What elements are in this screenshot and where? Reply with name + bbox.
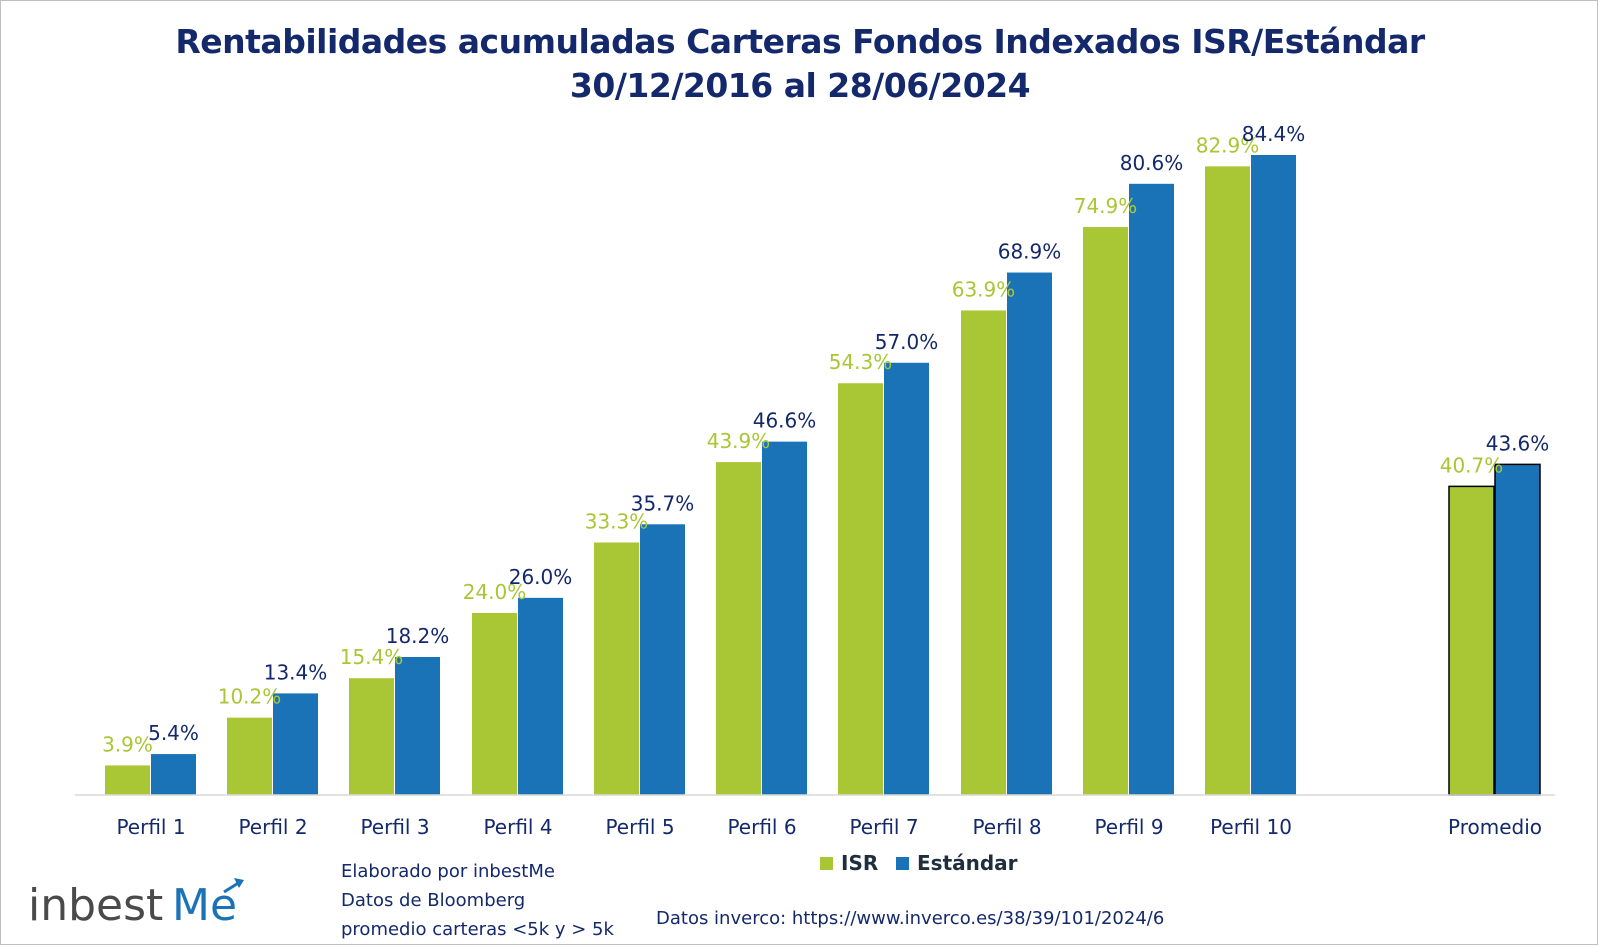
value-label-estandar-3: 18.2% <box>386 624 450 648</box>
bar-isr-6 <box>716 462 761 795</box>
bar-isr-11 <box>1448 485 1495 796</box>
x-tick-label-8: Perfil 8 <box>972 815 1041 839</box>
credits-note: Elaborado por inbestMe Datos de Bloomber… <box>341 857 614 944</box>
x-tick-label-2: Perfil 2 <box>238 815 307 839</box>
value-label-estandar-4: 26.0% <box>509 565 573 589</box>
value-label-isr-9: 74.9% <box>1074 194 1138 218</box>
value-label-isr-2: 10.2% <box>218 685 282 709</box>
bar-isr-9 <box>1083 227 1128 796</box>
bar-isr-1 <box>105 765 150 795</box>
x-tick-label-5: Perfil 5 <box>605 815 674 839</box>
value-labels-group: 3.9%5.4% 10.2%13.4% 15.4%18.2% 24.0%26.0% 33… <box>102 122 1549 756</box>
legend-item-estandar: Estándar <box>896 851 1018 875</box>
value-label-estandar-6: 46.6% <box>753 409 817 433</box>
value-label-isr-10: 82.9% <box>1196 133 1260 157</box>
x-tick-label-1: Perfil 1 <box>116 815 185 839</box>
x-tick-label-3: Perfil 3 <box>360 815 429 839</box>
legend-label-isr: ISR <box>841 851 879 875</box>
bar-isr-4 <box>472 613 517 795</box>
value-label-isr-6: 43.9% <box>707 429 771 453</box>
value-label-isr-11: 40.7% <box>1440 453 1504 477</box>
value-label-isr-1: 3.9% <box>102 732 153 756</box>
x-tick-labels-group: Perfil 1 Perfil 2 Perfil 3 Perfil 4 Perfil 5… <box>116 815 1542 839</box>
legend-swatch-isr <box>820 856 833 870</box>
bar-isr-8 <box>961 310 1006 795</box>
bar-estandar-11 <box>1494 463 1541 796</box>
bar-estandar-4 <box>518 597 563 795</box>
bar-estandar-8 <box>1007 272 1052 796</box>
bar-estandar-2 <box>273 693 318 795</box>
value-label-isr-7: 54.3% <box>829 350 893 374</box>
x-tick-label-4: Perfil 4 <box>483 815 552 839</box>
logo-arrow-head-icon <box>234 878 244 888</box>
x-tick-label-7: Perfil 7 <box>849 815 918 839</box>
source-note: Datos inverco: https://www.inverco.es/38… <box>656 908 1165 929</box>
value-label-estandar-8: 68.9% <box>998 240 1062 264</box>
chart-title: Rentabilidades acumuladas Carteras Fondo… <box>175 22 1425 61</box>
chart-subtitle: 30/12/2016 al 28/06/2024 <box>569 66 1031 105</box>
value-label-estandar-11: 43.6% <box>1486 431 1550 455</box>
value-label-isr-4: 24.0% <box>463 580 527 604</box>
x-tick-label-11: Promedio <box>1448 815 1542 839</box>
bar-isr-10 <box>1205 166 1250 796</box>
bar-estandar-7 <box>884 362 929 795</box>
bar-isr-2 <box>227 717 272 795</box>
x-tick-label-6: Perfil 6 <box>727 815 796 839</box>
legend-item-isr: ISR <box>820 851 878 875</box>
value-label-estandar-7: 57.0% <box>875 330 939 354</box>
value-label-estandar-5: 35.7% <box>631 491 695 515</box>
value-label-estandar-10: 84.4% <box>1242 122 1306 146</box>
value-label-estandar-2: 13.4% <box>264 660 328 684</box>
bar-isr-3 <box>349 678 394 795</box>
legend-label-estandar: Estándar <box>917 851 1018 875</box>
value-label-isr-3: 15.4% <box>340 645 404 669</box>
value-label-isr-8: 63.9% <box>952 277 1016 301</box>
inbestme-logo: inbest Me <box>28 878 244 931</box>
x-tick-label-10: Perfil 10 <box>1210 815 1292 839</box>
bar-isr-5 <box>594 542 639 795</box>
bar-estandar-10 <box>1251 155 1296 795</box>
bar-estandar-1 <box>151 754 196 795</box>
logo-text-accent: Me <box>172 880 237 931</box>
bar-estandar-5 <box>640 524 685 795</box>
bars-group <box>105 155 1541 796</box>
bar-estandar-3 <box>395 656 440 795</box>
bar-isr-7 <box>838 383 883 795</box>
legend-swatch-estandar <box>896 856 909 870</box>
bar-estandar-6 <box>762 441 807 795</box>
credit-line-2: Datos de Bloomberg <box>341 890 526 911</box>
value-label-estandar-1: 5.4% <box>148 721 199 745</box>
credit-line-3: promedio carteras <5k y > 5k <box>341 919 614 940</box>
logo-text: inbest <box>28 880 163 931</box>
value-label-estandar-9: 80.6% <box>1120 151 1184 175</box>
credit-line-1: Elaborado por inbestMe <box>341 861 555 882</box>
bar-estandar-9 <box>1129 183 1174 795</box>
value-label-isr-5: 33.3% <box>585 509 649 533</box>
x-tick-label-9: Perfil 9 <box>1094 815 1163 839</box>
